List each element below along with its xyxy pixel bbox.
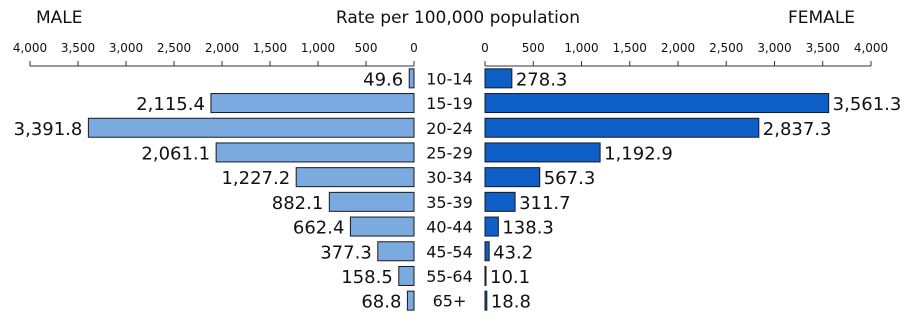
- age-group-label: 15-19: [426, 94, 473, 113]
- male-tick-label: 2,500: [157, 41, 191, 55]
- male-tick-label: 0: [410, 41, 418, 55]
- male-bar: [398, 265, 415, 286]
- female-bar: [484, 191, 516, 212]
- male-bar: [87, 117, 415, 138]
- male-bar: [349, 216, 415, 237]
- female-tick-label: 2,500: [709, 41, 743, 55]
- male-value-label: 1,227.2: [221, 168, 290, 189]
- female-value-label: 1,192.9: [604, 143, 673, 164]
- male-value-label: 158.5: [341, 267, 393, 288]
- female-tick-label: 3,000: [757, 41, 791, 55]
- male-value-label: 2,061.1: [141, 143, 210, 164]
- age-group-label: 45-54: [426, 242, 473, 261]
- female-bar: [484, 290, 488, 311]
- male-value-label: 2,115.4: [136, 94, 205, 115]
- female-bar: [484, 241, 490, 262]
- female-tick-label: 1,000: [564, 41, 598, 55]
- male-bar: [406, 290, 415, 311]
- male-value-label: 68.8: [361, 292, 401, 313]
- female-value-label: 43.2: [493, 242, 533, 263]
- age-group-label: 20-24: [426, 119, 473, 138]
- female-bar: [484, 216, 499, 237]
- female-value-label: 3,561.3: [833, 94, 902, 115]
- male-value-label: 49.6: [363, 69, 403, 90]
- male-bar: [328, 191, 415, 212]
- female-value-label: 18.8: [491, 292, 531, 313]
- age-group-label: 55-64: [426, 267, 473, 286]
- female-tick-label: 0: [481, 41, 489, 55]
- female-bar: [484, 142, 601, 163]
- male-value-label: 377.3: [320, 242, 372, 263]
- male-tick-label: 3,500: [61, 41, 95, 55]
- male-bar: [210, 93, 415, 114]
- age-group-label: 65+: [433, 292, 467, 311]
- age-group-label: 35-39: [426, 193, 473, 212]
- male-value-label: 662.4: [293, 218, 345, 239]
- male-tick-label: 4,000: [13, 41, 47, 55]
- female-header: FEMALE: [788, 8, 856, 28]
- male-value-label: 3,391.8: [14, 119, 83, 140]
- female-tick-label: 2,000: [661, 41, 695, 55]
- age-group-label: 10-14: [426, 69, 473, 88]
- female-bar: [484, 265, 487, 286]
- male-tick-label: 1,500: [253, 41, 287, 55]
- male-tick-label: 2,000: [205, 41, 239, 55]
- female-bar: [484, 117, 760, 138]
- female-value-label: 567.3: [544, 168, 596, 189]
- chart-title: Rate per 100,000 population: [335, 8, 581, 28]
- female-tick-label: 1,500: [613, 41, 647, 55]
- male-bar: [295, 167, 415, 188]
- female-tick-label: 3,500: [806, 41, 840, 55]
- female-value-label: 2,837.3: [763, 119, 832, 140]
- female-value-label: 311.7: [519, 193, 571, 214]
- age-group-label: 25-29: [426, 143, 473, 162]
- male-header: MALE: [36, 8, 83, 28]
- male-tick-label: 3,000: [109, 41, 143, 55]
- female-bar: [484, 167, 541, 188]
- age-group-label: 40-44: [426, 218, 473, 237]
- female-tick-label: 500: [522, 41, 545, 55]
- female-value-label: 10.1: [490, 267, 530, 288]
- female-bar: [484, 68, 513, 89]
- male-bar: [377, 241, 415, 262]
- male-bar: [408, 68, 415, 89]
- male-tick-label: 500: [355, 41, 378, 55]
- female-value-label: 278.3: [516, 69, 568, 90]
- female-tick-label: 4,000: [854, 41, 888, 55]
- male-value-label: 882.1: [272, 193, 324, 214]
- age-group-label: 30-34: [426, 168, 473, 187]
- female-value-label: 138.3: [502, 218, 554, 239]
- male-tick-label: 1,000: [301, 41, 335, 55]
- female-bar: [484, 93, 830, 114]
- male-bar: [215, 142, 415, 163]
